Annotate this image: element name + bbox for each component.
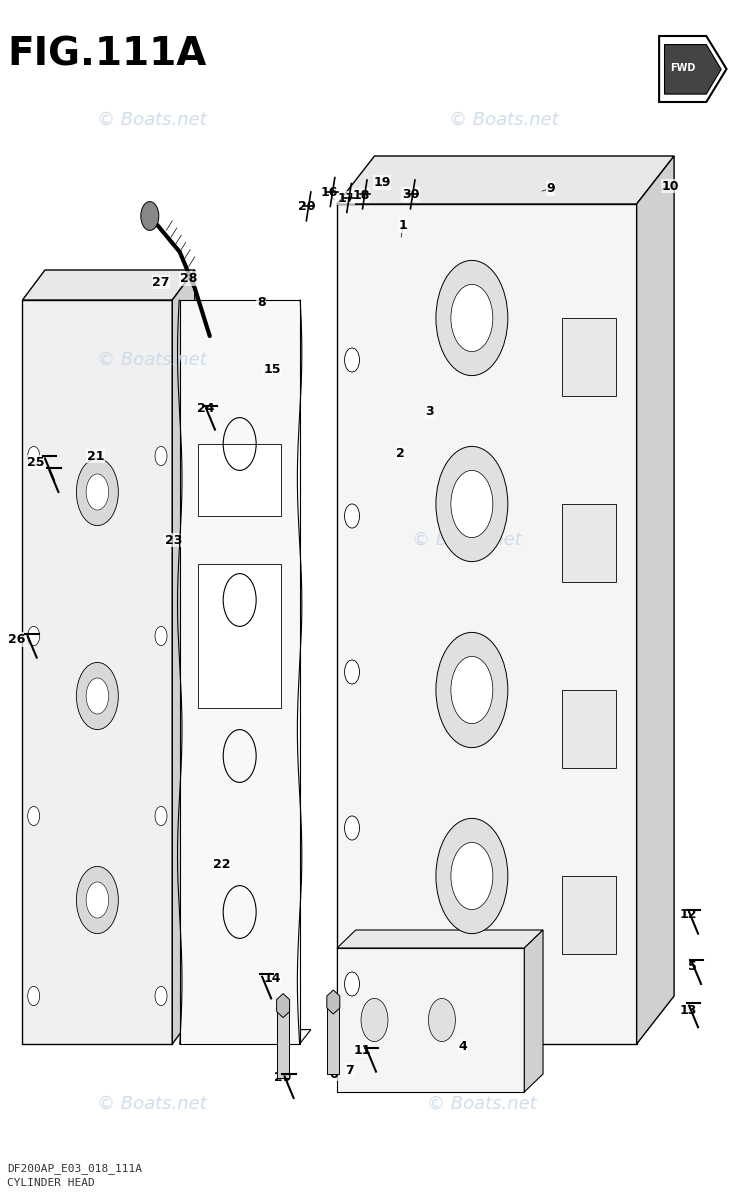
Circle shape xyxy=(155,446,167,466)
Text: © Boats.net: © Boats.net xyxy=(97,110,207,128)
Text: CYLINDER HEAD: CYLINDER HEAD xyxy=(7,1178,95,1188)
Circle shape xyxy=(28,626,40,646)
Text: © Boats.net: © Boats.net xyxy=(412,530,522,550)
Bar xyxy=(198,444,281,516)
Circle shape xyxy=(345,972,360,996)
Bar xyxy=(180,300,300,1044)
Circle shape xyxy=(155,626,167,646)
Polygon shape xyxy=(276,994,290,1018)
Circle shape xyxy=(86,678,109,714)
Text: 18: 18 xyxy=(352,190,370,202)
Polygon shape xyxy=(664,44,721,94)
Text: 12: 12 xyxy=(679,908,697,920)
Text: FWD: FWD xyxy=(670,62,695,73)
Circle shape xyxy=(345,660,360,684)
Circle shape xyxy=(428,998,455,1042)
Text: 1: 1 xyxy=(398,220,407,232)
Text: 15: 15 xyxy=(263,364,281,376)
Text: FIG.111A: FIG.111A xyxy=(7,36,207,74)
Polygon shape xyxy=(180,1030,311,1044)
Circle shape xyxy=(141,202,159,230)
Text: 28: 28 xyxy=(180,272,198,284)
Bar xyxy=(562,876,616,954)
Text: 5: 5 xyxy=(688,960,697,972)
Polygon shape xyxy=(637,156,674,1044)
Circle shape xyxy=(76,458,118,526)
Polygon shape xyxy=(172,270,195,1044)
Text: 29: 29 xyxy=(274,1072,292,1084)
Circle shape xyxy=(28,806,40,826)
Circle shape xyxy=(451,284,493,352)
Circle shape xyxy=(451,656,493,724)
Circle shape xyxy=(436,818,508,934)
Circle shape xyxy=(451,842,493,910)
Polygon shape xyxy=(327,990,340,1014)
Circle shape xyxy=(436,632,508,748)
Text: 27: 27 xyxy=(152,276,170,288)
Text: 11: 11 xyxy=(354,1044,372,1056)
Text: © Boats.net: © Boats.net xyxy=(427,1094,537,1114)
Polygon shape xyxy=(22,300,172,1044)
Polygon shape xyxy=(524,930,543,1092)
Polygon shape xyxy=(337,156,674,204)
Text: 24: 24 xyxy=(197,402,215,414)
Circle shape xyxy=(345,504,360,528)
Bar xyxy=(198,564,281,708)
Polygon shape xyxy=(659,36,727,102)
Text: 25: 25 xyxy=(27,456,45,468)
Text: © Boats.net: © Boats.net xyxy=(97,350,207,370)
Circle shape xyxy=(345,816,360,840)
Text: 3: 3 xyxy=(425,406,434,418)
Circle shape xyxy=(451,470,493,538)
Text: 22: 22 xyxy=(213,858,231,870)
Text: © Boats.net: © Boats.net xyxy=(449,110,560,128)
Polygon shape xyxy=(337,204,637,1044)
Bar xyxy=(562,504,616,582)
Circle shape xyxy=(28,986,40,1006)
Bar xyxy=(327,1002,339,1074)
Polygon shape xyxy=(337,948,524,1092)
Polygon shape xyxy=(337,930,543,948)
Text: 19: 19 xyxy=(373,176,391,188)
Text: 7: 7 xyxy=(345,1064,354,1076)
Text: 14: 14 xyxy=(263,972,281,984)
Text: 30: 30 xyxy=(401,188,419,200)
Circle shape xyxy=(436,446,508,562)
Text: 10: 10 xyxy=(661,180,679,192)
Text: © Boats.net: © Boats.net xyxy=(97,1094,207,1114)
Text: 23: 23 xyxy=(165,534,183,546)
Text: 4: 4 xyxy=(458,1040,467,1052)
Circle shape xyxy=(361,998,388,1042)
Text: 2: 2 xyxy=(396,448,405,460)
Circle shape xyxy=(345,348,360,372)
Circle shape xyxy=(28,446,40,466)
Text: 9: 9 xyxy=(546,182,555,194)
Bar xyxy=(277,1006,289,1078)
Circle shape xyxy=(155,986,167,1006)
Bar xyxy=(562,690,616,768)
Circle shape xyxy=(76,662,118,730)
Text: DF200AP_E03_018_111A: DF200AP_E03_018_111A xyxy=(7,1163,142,1174)
Text: 17: 17 xyxy=(337,192,355,204)
Text: 6: 6 xyxy=(329,1068,338,1080)
Text: 13: 13 xyxy=(679,1004,697,1016)
Text: 26: 26 xyxy=(7,634,25,646)
Text: 21: 21 xyxy=(87,450,105,462)
Text: 8: 8 xyxy=(257,296,266,308)
Text: 16: 16 xyxy=(321,186,339,198)
Polygon shape xyxy=(22,270,195,300)
Bar xyxy=(562,318,616,396)
Circle shape xyxy=(76,866,118,934)
Circle shape xyxy=(86,474,109,510)
Circle shape xyxy=(436,260,508,376)
Circle shape xyxy=(155,806,167,826)
Circle shape xyxy=(86,882,109,918)
Text: 20: 20 xyxy=(297,200,315,212)
